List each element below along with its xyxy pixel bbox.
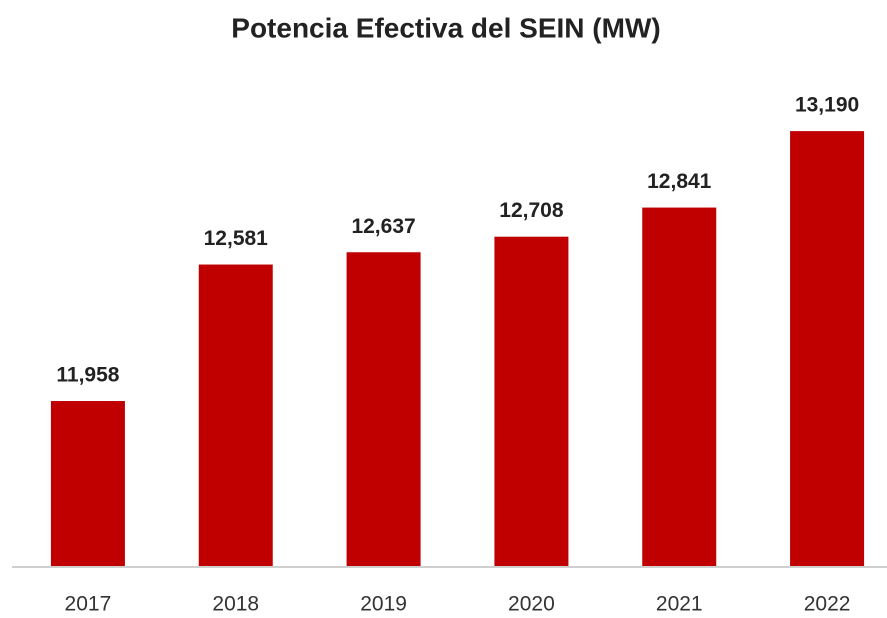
bar [642, 207, 717, 566]
x-tick-label: 2022 [804, 593, 851, 616]
value-label: 11,958 [56, 364, 119, 387]
bar [50, 401, 125, 566]
x-tick-label: 2018 [212, 593, 259, 616]
bar [198, 264, 273, 566]
value-label: 13,190 [795, 94, 859, 117]
x-tick-label: 2017 [65, 593, 112, 616]
value-label: 12,637 [351, 215, 415, 238]
bar [790, 131, 865, 567]
value-label: 12,708 [499, 199, 564, 222]
bar [346, 252, 421, 566]
chart-title: Potencia Efectiva del SEIN (MW) [231, 12, 660, 43]
x-tick-label: 2020 [508, 593, 555, 616]
x-tick-label: 2019 [360, 593, 407, 616]
value-label: 12,841 [647, 170, 712, 193]
value-label: 12,581 [204, 227, 269, 250]
x-tick-label: 2021 [656, 593, 703, 616]
bar [494, 236, 569, 566]
